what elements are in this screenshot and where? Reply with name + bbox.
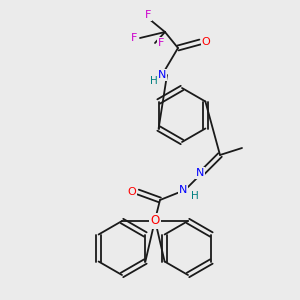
Text: O: O [202, 37, 210, 47]
Text: N: N [179, 185, 187, 195]
Text: H: H [191, 191, 199, 201]
Text: F: F [145, 10, 151, 20]
Text: N: N [158, 70, 166, 80]
Text: F: F [131, 33, 137, 43]
Text: O: O [150, 214, 160, 227]
Text: O: O [128, 187, 136, 197]
Text: F: F [158, 38, 164, 48]
Text: H: H [150, 76, 158, 86]
Text: N: N [196, 168, 204, 178]
